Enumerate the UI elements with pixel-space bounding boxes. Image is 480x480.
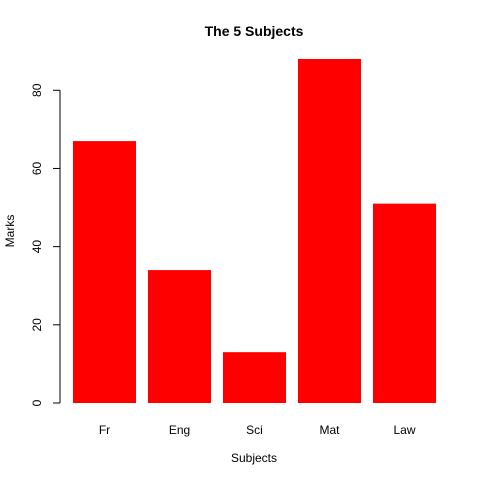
y-tick-label-60: 60 — [30, 161, 44, 175]
y-tick-label-40: 40 — [30, 240, 44, 254]
bar-eng — [148, 270, 211, 403]
x-tick-label-mat: Mat — [319, 423, 340, 437]
bar-mat — [298, 59, 361, 403]
bar-sci — [223, 352, 286, 403]
x-tick-label-eng: Eng — [169, 423, 190, 437]
x-tick-label-law: Law — [393, 423, 415, 437]
x-tick-label-fr: Fr — [99, 423, 110, 437]
y-tick-label-0: 0 — [30, 399, 44, 406]
chart-title: The 5 Subjects — [205, 23, 304, 39]
bar-fr — [73, 141, 136, 403]
y-tick-label-80: 80 — [30, 83, 44, 97]
x-tick-label-sci: Sci — [246, 423, 263, 437]
x-axis-label: Subjects — [231, 451, 277, 465]
bars-layer — [73, 59, 436, 403]
x-axis-tick-labels: Fr Eng Sci Mat Law — [99, 423, 416, 437]
y-axis-label: Marks — [3, 215, 17, 248]
y-axis: 0 20 40 60 80 — [30, 83, 61, 406]
bar-law — [373, 203, 436, 403]
y-tick-label-20: 20 — [30, 318, 44, 332]
